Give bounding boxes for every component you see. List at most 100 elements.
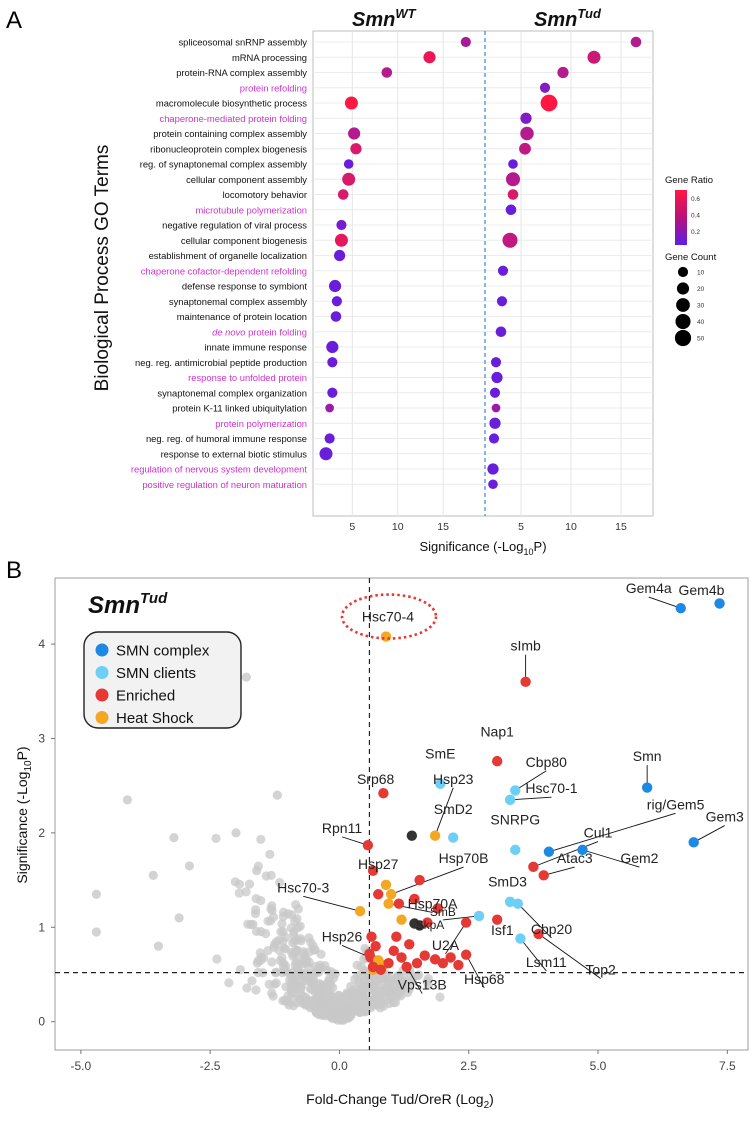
protein-label: SkpA bbox=[416, 918, 445, 932]
go-term-label: locomotory behavior bbox=[223, 189, 307, 200]
gene-ratio-title: Gene Ratio bbox=[665, 175, 713, 186]
background-point bbox=[265, 849, 275, 859]
leader-line bbox=[517, 903, 552, 939]
protein-point-complex bbox=[688, 837, 699, 848]
background-point bbox=[231, 828, 241, 838]
protein-point-clients bbox=[504, 794, 516, 806]
protein-point-clients bbox=[435, 778, 446, 789]
leader-line bbox=[538, 933, 601, 979]
protein-point-enriched bbox=[437, 957, 449, 969]
go-dot-wt bbox=[343, 159, 354, 169]
protein-point-clients bbox=[515, 933, 526, 944]
background-point bbox=[292, 954, 302, 964]
background-point bbox=[326, 1012, 337, 1022]
x-tick-label: 5 bbox=[518, 521, 524, 533]
background-point bbox=[91, 927, 101, 937]
facet-title-wt: SmnWT bbox=[352, 6, 417, 31]
protein-label: Cbp20 bbox=[531, 921, 572, 937]
protein-label: Hsp68 bbox=[464, 971, 505, 987]
background-point bbox=[256, 952, 266, 962]
dotplot-frame bbox=[312, 30, 654, 517]
go-dot-tud bbox=[489, 387, 501, 398]
go-dot-tud bbox=[496, 296, 508, 307]
background-point bbox=[91, 889, 101, 899]
protein-point-enriched bbox=[453, 959, 464, 971]
background-point bbox=[263, 945, 273, 956]
go-term-label: regulation of nervous system development bbox=[131, 464, 308, 475]
go-dot-tud bbox=[497, 265, 509, 276]
background-point bbox=[211, 833, 221, 844]
gene-count-legend: Gene Count 10 20 30 40 50 bbox=[665, 252, 717, 347]
go-dot-wt bbox=[348, 127, 361, 140]
protein-point-enriched bbox=[373, 889, 384, 900]
x-tick-label: 10 bbox=[392, 521, 404, 533]
legend-label: SMN complex bbox=[116, 643, 210, 660]
protein-label: Hsp27 bbox=[358, 856, 399, 872]
go-term-label: reg. of synaptonemal complex assembly bbox=[140, 159, 308, 170]
protein-point-complex bbox=[714, 598, 725, 609]
go-dot-wt bbox=[330, 311, 342, 322]
background-point bbox=[296, 984, 306, 994]
protein-label: Hsp26 bbox=[322, 928, 363, 944]
gene-ratio-tick-label: 0.4 bbox=[691, 213, 700, 220]
protein-point-enriched bbox=[429, 954, 441, 965]
protein-point-enriched bbox=[520, 676, 531, 688]
protein-point-clients bbox=[510, 785, 521, 796]
protein-label: Nap1 bbox=[480, 724, 514, 740]
background-point bbox=[266, 904, 276, 914]
background-point bbox=[375, 1003, 385, 1013]
go-term-label: neg. reg. of humoral immune response bbox=[146, 433, 307, 444]
protein-label: rig/Gem5 bbox=[647, 796, 705, 812]
background-point bbox=[288, 930, 299, 940]
background-point bbox=[315, 997, 326, 1007]
volcano-title: SmnTud bbox=[88, 590, 168, 619]
protein-label: SNRPG bbox=[490, 811, 540, 827]
protein-label: Gem2 bbox=[620, 850, 658, 866]
gene-count-dot bbox=[676, 282, 690, 295]
panel-b-label: B bbox=[6, 557, 22, 584]
go-dot-wt bbox=[334, 233, 348, 247]
background-point bbox=[184, 861, 195, 871]
protein-point-enriched bbox=[378, 788, 389, 799]
go-dot-wt bbox=[460, 36, 471, 48]
protein-point-enriched bbox=[419, 950, 430, 961]
go-term-label: neg. reg. antimicrobial peptide producti… bbox=[135, 357, 307, 368]
protein-point-enriched bbox=[383, 957, 394, 969]
gene-count-title: Gene Count bbox=[665, 252, 717, 263]
go-dot-wt bbox=[381, 67, 393, 78]
protein-point-enriched bbox=[366, 931, 377, 942]
leader-line bbox=[390, 866, 464, 895]
go-term-label: ribonucleoprotein complex biogenesis bbox=[150, 143, 307, 154]
go-dot-tud bbox=[491, 403, 501, 413]
background-point bbox=[250, 905, 261, 915]
protein-label: Hsc70-3 bbox=[277, 879, 329, 895]
go-term-label: protein-RNA complex assembly bbox=[176, 67, 307, 78]
background-point bbox=[371, 986, 382, 996]
go-dot-tud bbox=[508, 159, 518, 169]
go-dot-tud bbox=[507, 189, 519, 200]
background-point bbox=[153, 941, 164, 951]
background-point bbox=[286, 923, 296, 933]
gene-count-items: 10 20 30 40 50 bbox=[674, 266, 705, 347]
go-term-dots bbox=[319, 36, 642, 490]
protein-point-enriched bbox=[362, 839, 374, 851]
background-point bbox=[280, 932, 291, 942]
protein-labels: Gem4a Gem4b Smn rig/Gem5 Gem2 Gem3 sImb Nap1 Srp… bbox=[277, 580, 744, 992]
go-term-label: response to external biotic stimulus bbox=[161, 448, 308, 459]
go-dot-tud bbox=[557, 66, 569, 79]
background-point bbox=[388, 990, 398, 1000]
background-point bbox=[291, 900, 301, 910]
dotplot-grid bbox=[313, 31, 653, 516]
volcano-axis-ticks: -5.0 -2.5 0.0 2.5 5.0 7.5 0 1 2 3 4 bbox=[38, 637, 736, 1073]
background-point bbox=[313, 964, 323, 974]
leader-line bbox=[510, 796, 552, 801]
background-point bbox=[244, 879, 255, 889]
x-tick-label: 10 bbox=[565, 521, 577, 533]
x-tick-label: -2.5 bbox=[200, 1059, 221, 1073]
go-term-label: maintenance of protein location bbox=[177, 311, 307, 322]
go-dot-wt bbox=[350, 143, 362, 155]
background-point bbox=[284, 1000, 294, 1010]
go-term-label: synaptonemal complex assembly bbox=[169, 296, 307, 307]
go-dot-wt bbox=[337, 189, 349, 200]
